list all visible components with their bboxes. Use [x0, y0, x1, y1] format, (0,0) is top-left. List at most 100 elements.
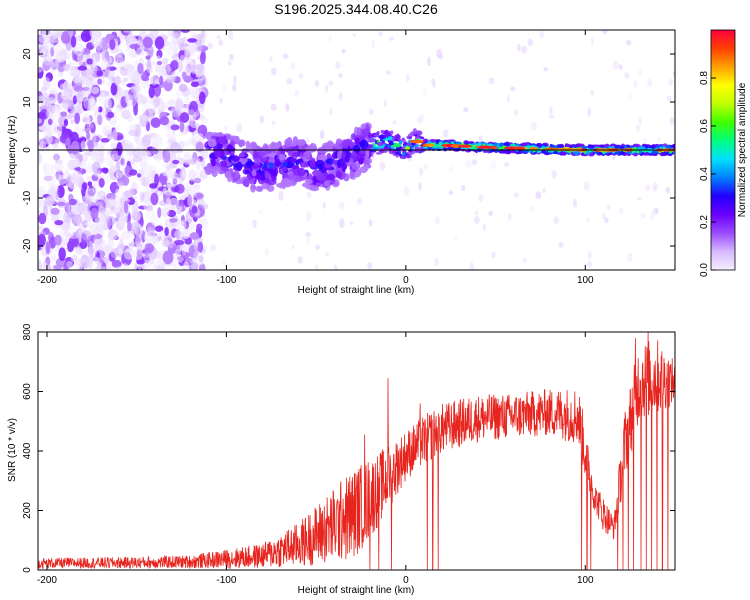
spectrogram-cell	[268, 162, 274, 169]
spectrogram-cell	[57, 71, 64, 77]
spectrogram-cell	[469, 262, 475, 270]
spectrogram-cell	[97, 114, 103, 126]
spectrogram-cell	[644, 184, 651, 191]
spectrogram-cell	[344, 155, 350, 163]
spectrogram-cell	[474, 210, 479, 216]
spectrogram-cell	[191, 205, 198, 214]
spectrogram-cell	[587, 107, 591, 117]
spectrogram-cell	[193, 238, 199, 251]
spectrogram-cell	[217, 169, 225, 175]
spectrogram-cell	[123, 77, 128, 83]
spectrogram-cell	[166, 43, 178, 57]
spectrogram-cell	[581, 145, 588, 149]
spectrogram-cell	[125, 45, 131, 54]
spectrogram-cell	[52, 143, 58, 149]
spectrogram-cell	[73, 157, 80, 169]
spectrogram-cell	[175, 108, 180, 116]
spectrogram-cell	[232, 83, 237, 92]
spectrogram-cell	[328, 107, 333, 115]
spectrogram-cell	[652, 182, 658, 192]
spectrogram-cell	[338, 72, 343, 78]
spectrogram-cell	[368, 108, 374, 115]
spectrogram-cell	[197, 241, 204, 253]
spectrogram-cell	[180, 219, 187, 225]
spectrogram-cell	[102, 168, 109, 174]
spectrogram-cell	[173, 239, 185, 246]
spectrogram-cell	[297, 167, 306, 177]
spectrogram-cell	[142, 36, 153, 49]
spectrogram-cell	[379, 139, 384, 142]
spectrogram-cell	[233, 75, 237, 84]
spectrogram-cell	[548, 114, 555, 119]
spectrogram-cell	[176, 88, 182, 98]
spectrogram-cell	[264, 170, 270, 179]
spectrogram-cell	[503, 142, 509, 147]
spectrogram-cell	[468, 141, 475, 144]
spectrogram-cell	[156, 60, 163, 66]
spectrogram-cell	[160, 207, 170, 217]
spectrogram-cell	[38, 95, 46, 108]
spectrogram-cell	[515, 146, 526, 150]
spectrogram-cell	[89, 30, 100, 40]
spectrogram-cell	[470, 146, 476, 150]
spectrogram-cell	[41, 136, 53, 145]
spectrogram-cell	[38, 118, 43, 124]
spectrogram-cell	[173, 262, 180, 270]
spectrogram-cell	[442, 129, 449, 138]
spectrogram-cell	[410, 142, 416, 146]
spectrogram-cell	[251, 169, 257, 177]
spectrogram-cell	[88, 253, 93, 266]
x-tick-label: -200	[37, 275, 57, 286]
spectrogram-cell	[356, 127, 362, 136]
spectrogram-cell	[103, 198, 110, 204]
y-tick-label: -10	[22, 190, 33, 205]
spectrogram-cell	[150, 192, 159, 206]
spectrogram-cell	[513, 192, 519, 198]
spectrogram-cell	[94, 266, 102, 270]
spectrogram-cell	[558, 241, 564, 248]
spectrogram-cell	[349, 169, 354, 180]
spectrogram-cell	[156, 55, 161, 61]
spectrogram-cell	[380, 129, 385, 134]
spectrogram-cell	[557, 147, 570, 152]
spectrogram-cell	[458, 144, 472, 148]
spectrogram-cell	[436, 48, 443, 59]
spectrogram-cell	[129, 38, 140, 45]
spectrogram-cell	[109, 39, 116, 51]
spectrogram-cell	[123, 248, 135, 260]
spectrogram-cell	[45, 109, 51, 118]
spectrogram-cell	[43, 42, 48, 56]
spectrogram-cell	[51, 253, 57, 262]
spectrogram-cell	[187, 38, 198, 43]
spectrogram-cell	[38, 212, 47, 225]
spectrogram-cell	[314, 264, 318, 270]
spectrogram-cell	[434, 257, 439, 267]
spectrogram-cell	[190, 122, 200, 129]
spectrogram-cell	[448, 190, 453, 196]
spectrogram-cell	[57, 174, 67, 185]
spectrogram-cell	[669, 116, 675, 126]
spectrogram-cell	[587, 250, 592, 260]
spectrogram-cell	[219, 97, 223, 104]
spectrogram-cell	[53, 264, 62, 270]
spectrogram-cell	[124, 92, 130, 104]
spectrogram-cell	[290, 62, 296, 70]
spectrogram-cell	[251, 164, 261, 169]
spectrogram-cell	[77, 96, 89, 102]
spectrogram-cell	[383, 99, 387, 108]
spectrogram-cell	[146, 230, 156, 238]
spectrogram-cell	[431, 78, 436, 85]
spectrogram-cell	[38, 66, 43, 73]
spectrogram-cell	[129, 43, 140, 50]
spectrogram-cell	[368, 138, 376, 143]
spectrogram-cell	[559, 150, 564, 156]
spectrogram-cell	[183, 49, 191, 60]
spectrogram-cell	[123, 200, 129, 214]
spectrogram-cell	[553, 151, 558, 155]
spectrogram-cell	[618, 145, 625, 150]
spectrogram-cell	[338, 201, 345, 210]
spectrogram-cell	[406, 73, 410, 83]
spectrogram-cell	[214, 149, 221, 158]
x-tick-label: 0	[403, 575, 409, 586]
spectrogram-cell	[319, 129, 325, 140]
